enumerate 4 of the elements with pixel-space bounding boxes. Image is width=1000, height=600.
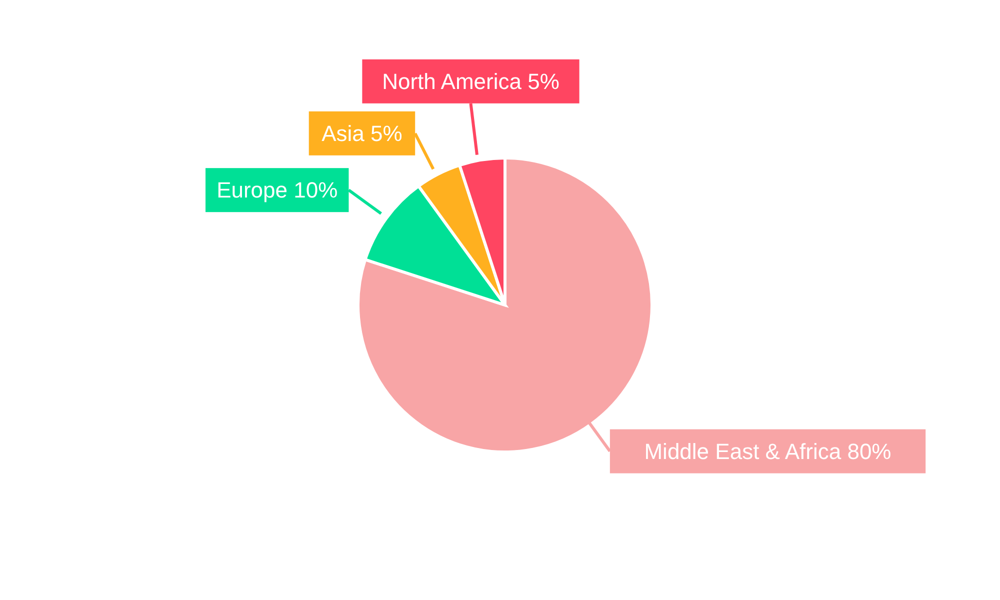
slice-label: Europe 10% [216,178,338,203]
slice-label: North America 5% [382,68,560,94]
slice-label: Middle East & Africa 80% [644,438,892,464]
slice-label: Asia 5% [322,120,402,146]
